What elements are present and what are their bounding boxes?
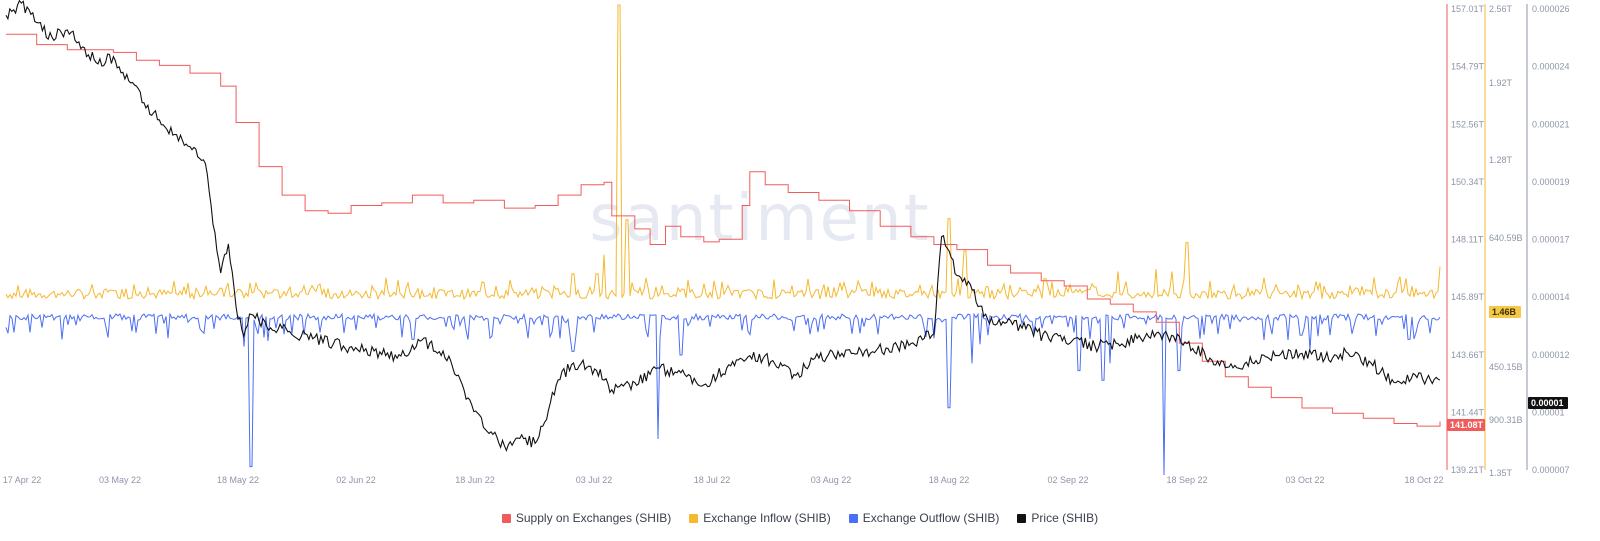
axis-tick-label: 0.000019 <box>1532 177 1570 187</box>
axis-tick-label: 640.59B <box>1489 233 1523 243</box>
flow-axis-ticks: 2.56T 1.92T 1.28T 640.59B 1.46B 450.15B 900.31… <box>1489 4 1523 478</box>
axis-tick-label: 0.00001 <box>1532 407 1565 417</box>
series-layer <box>5 0 1441 476</box>
axis-tick-label: 0.000024 <box>1532 62 1570 72</box>
axis-tick-label: 0.000012 <box>1532 350 1570 360</box>
axis-tick-label: 150.34T <box>1451 177 1485 187</box>
axis-tick-label: 1.28T <box>1489 155 1513 165</box>
x-tick-label: 03 May 22 <box>99 475 141 485</box>
axis-tick-label: 141.44T <box>1451 407 1485 417</box>
x-tick-label: 02 Jun 22 <box>336 475 376 485</box>
x-tick-label: 03 Jul 22 <box>576 475 613 485</box>
legend-item[interactable]: Exchange Inflow (SHIB) <box>689 511 831 525</box>
legend-item[interactable]: Exchange Outflow (SHIB) <box>848 511 1000 525</box>
axis-tick-label: 900.31B <box>1489 415 1523 425</box>
supply-axis-ticks: 157.01T 154.79T 152.56T 150.34T 148.11T 145.8… <box>1451 4 1485 475</box>
series-line-inflow <box>5 4 1441 301</box>
x-tick-label: 02 Sep 22 <box>1047 475 1088 485</box>
axis-tick-label: 152.56T <box>1451 119 1485 129</box>
price-badge-value: 0.00001 <box>1531 398 1564 408</box>
x-tick-label: 03 Aug 22 <box>811 475 852 485</box>
series-line-outflow <box>5 312 1441 476</box>
supply-last-badge: 141.08T <box>1447 419 1485 431</box>
series-line-price <box>5 0 1441 453</box>
axis-tick-label: 154.79T <box>1451 62 1485 72</box>
x-tick-label: 17 Apr 22 <box>3 475 42 485</box>
chart-legend: Supply on Exchanges (SHIB) Exchange Inflo… <box>0 511 1600 526</box>
legend-label: Exchange Outflow (SHIB) <box>862 511 1000 525</box>
price-axis-ticks: 0.000026 0.000024 0.000021 0.000019 0.000017… <box>1532 4 1570 475</box>
axis-tick-label: 0.000014 <box>1532 292 1570 302</box>
axis-tick-label: 145.89T <box>1451 292 1485 302</box>
x-tick-label: 18 Aug 22 <box>929 475 970 485</box>
legend-swatch <box>1017 513 1027 523</box>
x-tick-label: 18 Jul 22 <box>694 475 731 485</box>
axis-tick-label: 1.92T <box>1489 78 1513 88</box>
axis-tick-label: 143.66T <box>1451 350 1485 360</box>
flow-last-badge: 1.46B <box>1489 306 1521 318</box>
flow-badge-value: 1.46B <box>1492 307 1517 317</box>
flow-badge-bg <box>1489 306 1521 318</box>
legend-swatch <box>848 513 858 523</box>
x-tick-label: 18 Sep 22 <box>1166 475 1207 485</box>
price-last-badge: 0.00001 <box>1528 397 1568 409</box>
x-tick-label: 03 Oct 22 <box>1285 475 1324 485</box>
supply-badge-value: 141.08T <box>1450 420 1484 430</box>
watermark: santiment <box>589 182 930 256</box>
axis-tick-label: 450.15B <box>1489 362 1523 372</box>
axis-tick-label: 2.56T <box>1489 4 1513 14</box>
legend-swatch <box>501 513 511 523</box>
legend-item[interactable]: Supply on Exchanges (SHIB) <box>501 511 672 525</box>
legend-swatch <box>689 513 699 523</box>
x-tick-label: 18 May 22 <box>217 475 259 485</box>
axis-tick-label: 1.35T <box>1489 468 1513 478</box>
legend-label: Exchange Inflow (SHIB) <box>703 511 831 525</box>
axis-tick-label: 0.000026 <box>1532 4 1570 14</box>
x-tick-label: 18 Oct 22 <box>1404 475 1443 485</box>
supply-badge-bg <box>1447 419 1485 431</box>
axis-tick-label: 148.11T <box>1451 235 1484 245</box>
axis-tick-label: 157.01T <box>1451 4 1485 14</box>
x-axis-ticks: 17 Apr 22 03 May 22 18 May 22 02 Jun 22 18 J… <box>3 475 1444 485</box>
legend-item[interactable]: Price (SHIB) <box>1017 511 1098 525</box>
legend-label: Supply on Exchanges (SHIB) <box>515 511 672 525</box>
axis-tick-label: 139.21T <box>1451 465 1485 475</box>
x-tick-label: 18 Jun 22 <box>455 475 495 485</box>
series-line-supply <box>6 33 1441 427</box>
axis-tick-label: 0.000007 <box>1532 465 1570 475</box>
axis-tick-label: 0.000017 <box>1532 235 1570 245</box>
legend-label: Price (SHIB) <box>1031 511 1099 525</box>
price-badge-bg <box>1528 397 1568 409</box>
axis-tick-label: 0.000021 <box>1532 119 1570 129</box>
